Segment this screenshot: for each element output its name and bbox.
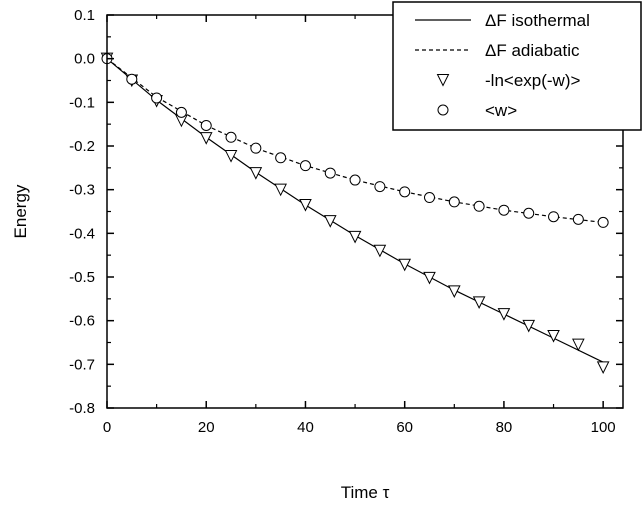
x-tick-label: 40	[297, 419, 314, 436]
triangle-point	[447, 285, 461, 299]
circle-point	[349, 174, 361, 186]
circle-point	[225, 131, 237, 143]
circle-point	[200, 119, 212, 131]
circle-point	[126, 73, 138, 85]
circle-point	[151, 92, 163, 104]
circle-point	[498, 204, 510, 216]
legend-label: ΔF adiabatic	[485, 41, 580, 60]
circle-point	[299, 160, 311, 172]
x-tick-label: 100	[591, 419, 616, 436]
y-tick-label: -0.3	[69, 182, 95, 199]
y-tick-label: -0.4	[69, 225, 95, 242]
triangle-point	[224, 150, 238, 163]
y-tick-label: -0.2	[69, 138, 95, 155]
x-tick-label: 80	[496, 419, 513, 436]
triangle-point	[249, 167, 263, 180]
legend-label: <w>	[485, 101, 517, 120]
triangle-point	[572, 338, 585, 352]
circle-point	[175, 106, 187, 118]
triangle-point	[596, 361, 610, 375]
legend: ΔF isothermal ΔF adiabatic -ln<exp(-w)> <w>	[392, 1, 642, 131]
circle-point	[597, 216, 609, 228]
legend-label: ΔF isothermal	[485, 11, 590, 30]
legend-sample-circle	[437, 104, 449, 116]
x-tick-label: 20	[198, 419, 215, 436]
circle-point	[374, 181, 386, 193]
y-tick-label: -0.1	[69, 94, 95, 111]
x-tick-label: 0	[103, 419, 111, 436]
triangle-point	[497, 308, 511, 321]
triangle-point	[299, 198, 312, 212]
y-tick-label: 0.1	[74, 7, 95, 24]
circle-point	[424, 192, 435, 204]
ticks-layer: 0.1 0.0 -0.1 -0.2 -0.3 -0.4 -0.5 -0.6 -0.7 -0.8 0 2…	[69, 7, 623, 436]
y-tick-label: 0.0	[74, 51, 95, 68]
circle-point	[523, 207, 535, 219]
triangle-point	[522, 319, 536, 333]
x-tick-label: 60	[396, 419, 413, 436]
series-layer	[100, 52, 610, 375]
triangle-point	[398, 258, 412, 272]
y-tick-label: -0.7	[69, 356, 95, 373]
circle-point	[250, 142, 262, 154]
triangle-point	[373, 244, 387, 258]
y-tick-label: -0.8	[69, 400, 95, 417]
triangle-point	[199, 132, 213, 145]
series-circle-markers	[101, 53, 609, 228]
y-tick-label: -0.6	[69, 313, 95, 330]
y-axis-title: Energy	[11, 184, 30, 238]
circle-point	[473, 200, 485, 212]
circle-point	[324, 167, 336, 179]
adiabatic-line	[106, 58, 604, 224]
triangle-point	[547, 329, 560, 343]
triangle-point	[274, 183, 287, 197]
triangle-point	[348, 230, 362, 244]
x-axis-title: Time τ	[341, 483, 390, 502]
legend-box	[392, 1, 642, 131]
triangle-point	[423, 271, 436, 285]
circle-point	[548, 211, 560, 223]
legend-label: -ln<exp(-w)>	[485, 71, 580, 90]
triangle-point	[472, 296, 486, 309]
legend-sample-triangle	[436, 74, 450, 87]
circle-point	[399, 186, 411, 198]
triangle-point	[323, 215, 337, 228]
circle-point	[448, 196, 460, 208]
series-dashed-line	[106, 58, 604, 224]
circle-point	[572, 213, 584, 225]
y-tick-label: -0.5	[69, 269, 95, 286]
circle-point	[275, 152, 287, 164]
